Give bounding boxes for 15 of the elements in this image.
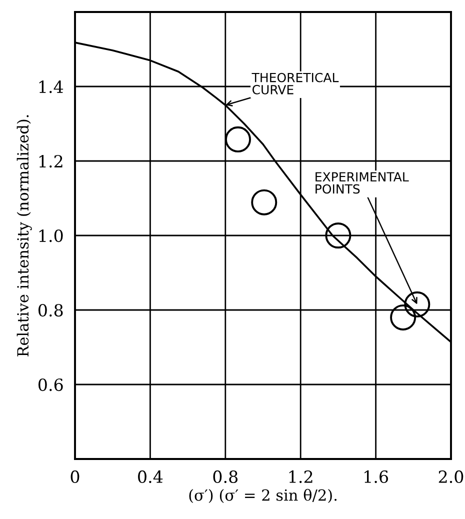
annotation: EXPERIMENTAL POINTS	[316, 172, 409, 194]
annotation: THEORETICAL CURVE	[252, 72, 339, 94]
x-tick-label: 1.6	[364, 470, 388, 484]
y-tick-label: 0.8	[38, 304, 63, 317]
x-tick-label: 1.2	[289, 470, 312, 484]
y-tick-label: 0.6	[38, 378, 63, 392]
y-tick-label: 1.2	[39, 154, 62, 168]
x-tick-label: 0	[70, 470, 80, 484]
y-tick-label: 1.0	[39, 229, 63, 242]
x-tick-label: 0.8	[213, 470, 238, 484]
y-axis-title: Relative intensity (normalized).	[16, 115, 32, 356]
y-tick-label: 1.4	[39, 80, 64, 94]
x-axis-title: (σ′) (σ′ = 2 sin θ/2).	[189, 488, 337, 504]
x-tick-label: 0.4	[138, 470, 163, 484]
x-tick-label: 2.0	[438, 470, 464, 484]
